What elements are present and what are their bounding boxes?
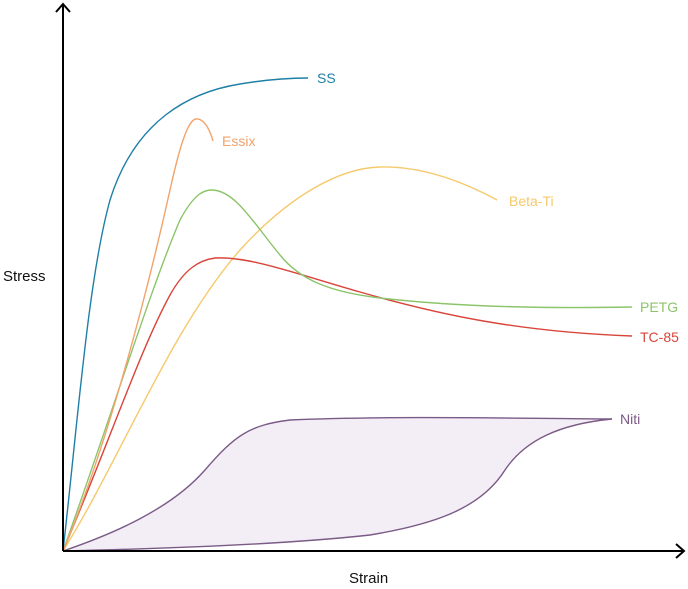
tc85-curve [62,257,633,552]
series-label-tc85: TC-85 [640,329,679,345]
beta-ti-curve [62,166,498,552]
series-label-ss: SS [317,70,336,86]
series-label-niti: Niti [620,411,641,427]
y-axis-label: Stress [3,268,46,285]
series-label-beta-ti: Beta-Ti [509,193,554,209]
series-label-essix: Essix [222,133,256,149]
ss-curve [62,77,309,552]
niti-hysteresis-area [63,417,612,551]
niti-unloading-curve [62,418,613,552]
petg-curve [62,189,633,552]
series-label-petg: PETG [640,299,679,315]
niti-loading-curve [62,416,613,552]
essix-curve [62,118,214,552]
y-axis-arrow-icon [55,2,71,13]
x-axis-arrow-icon [675,543,686,559]
x-axis-label: Strain [349,570,389,587]
